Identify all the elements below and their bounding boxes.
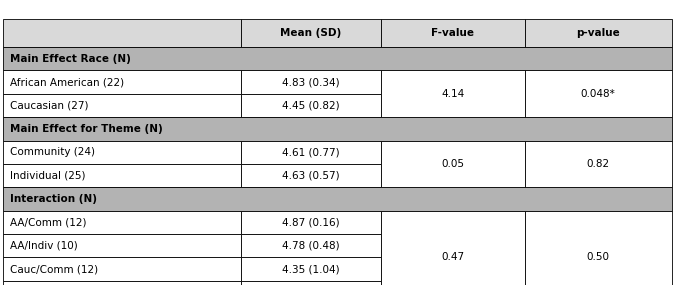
- Text: 4.78 (0.48): 4.78 (0.48): [282, 241, 340, 251]
- Bar: [240, 70, 381, 94]
- Text: Main Effect Race (N): Main Effect Race (N): [10, 54, 131, 64]
- Bar: [240, 211, 381, 234]
- Text: 0.048*: 0.048*: [580, 89, 616, 99]
- Text: Interaction (N): Interaction (N): [10, 194, 97, 204]
- Bar: [3, 234, 240, 257]
- Text: 0.05: 0.05: [441, 159, 464, 169]
- Bar: [3, 117, 672, 141]
- Text: Community (24): Community (24): [10, 147, 95, 157]
- Bar: [240, 94, 381, 117]
- Text: African American (22): African American (22): [10, 77, 124, 87]
- Bar: [524, 141, 672, 187]
- Bar: [3, 141, 240, 164]
- Bar: [381, 70, 524, 117]
- Bar: [240, 234, 381, 257]
- Bar: [381, 141, 524, 187]
- Text: 0.82: 0.82: [587, 159, 610, 169]
- Bar: [381, 19, 524, 47]
- Text: p-value: p-value: [576, 28, 620, 38]
- Bar: [240, 164, 381, 187]
- Text: Individual (25): Individual (25): [10, 170, 86, 181]
- Text: Caucasian (27): Caucasian (27): [10, 100, 88, 111]
- Bar: [524, 70, 672, 117]
- Text: 0.50: 0.50: [587, 252, 610, 262]
- Text: Cauc/Comm (12): Cauc/Comm (12): [10, 264, 99, 274]
- Text: Mean (SD): Mean (SD): [280, 28, 342, 38]
- Bar: [240, 281, 381, 285]
- Bar: [240, 257, 381, 281]
- Bar: [3, 164, 240, 187]
- Text: 0.47: 0.47: [441, 252, 464, 262]
- Text: F-value: F-value: [431, 28, 475, 38]
- Bar: [240, 141, 381, 164]
- Text: 4.87 (0.16): 4.87 (0.16): [282, 217, 340, 227]
- Bar: [3, 211, 240, 234]
- Bar: [524, 211, 672, 285]
- Bar: [381, 211, 524, 285]
- Bar: [3, 19, 240, 47]
- Text: AA/Indiv (10): AA/Indiv (10): [10, 241, 78, 251]
- Bar: [3, 94, 240, 117]
- Text: 4.45 (0.82): 4.45 (0.82): [282, 100, 340, 111]
- Bar: [3, 70, 240, 94]
- Text: 4.61 (0.77): 4.61 (0.77): [282, 147, 340, 157]
- Text: Main Effect for Theme (N): Main Effect for Theme (N): [10, 124, 163, 134]
- Bar: [3, 281, 240, 285]
- Text: 4.83 (0.34): 4.83 (0.34): [282, 77, 340, 87]
- Bar: [240, 19, 381, 47]
- Text: 4.14: 4.14: [441, 89, 464, 99]
- Text: AA/Comm (12): AA/Comm (12): [10, 217, 86, 227]
- Text: 4.35 (1.04): 4.35 (1.04): [282, 264, 340, 274]
- Bar: [3, 187, 672, 211]
- Bar: [3, 47, 672, 70]
- Bar: [524, 19, 672, 47]
- Bar: [3, 257, 240, 281]
- Text: 4.63 (0.57): 4.63 (0.57): [282, 170, 340, 181]
